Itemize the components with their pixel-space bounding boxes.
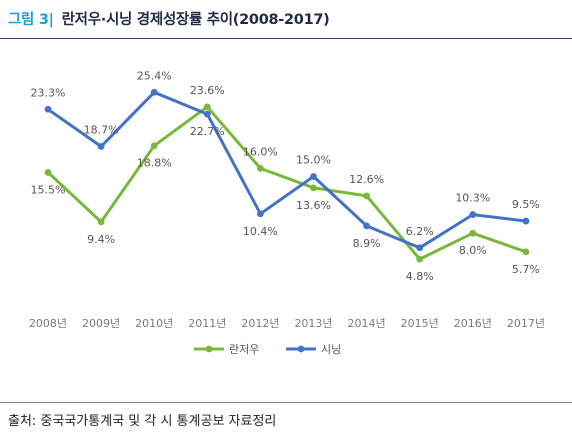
x-tick-label: 2012년 [241,317,279,330]
data-label-s2-9: 10.3% [455,192,490,205]
series-markers [44,88,530,263]
legend: 란저우 시닝 [194,343,341,356]
data-label-s2-4: 22.7% [190,125,225,138]
x-tick-label: 2008년 [29,317,67,330]
data-label-s1-8: 4.8% [406,270,434,283]
x-tick-label: 2017년 [507,317,545,330]
data-label-s2-3: 25.4% [137,69,172,82]
data-point-s1-3 [150,142,158,150]
data-point-s1-10 [522,248,530,256]
data-point-s2-7 [363,222,370,230]
data-label-s1-3: 18.8% [137,157,172,170]
legend-label: 시닝 [321,343,341,356]
data-point-s2-1 [44,105,52,113]
legend-label: 란저우 [229,343,259,356]
data-label-s2-1: 23.3% [31,86,66,99]
data-point-s1-8 [416,255,424,263]
data-point-s1-1 [44,169,52,176]
data-point-s1-7 [363,192,370,200]
data-point-s2-6 [310,173,317,180]
data-label-s1-2: 9.4% [87,233,115,246]
data-point-s1-2 [97,218,105,226]
data-labels: 15.5% 9.4% 18.8% 23.6% 16.0% 13.6% 12.6% 4.8% 8.… [31,69,540,283]
data-label-s2-7: 8.9% [353,237,381,250]
series-line-2 [46,90,528,250]
x-axis-ticks: 2008년 2009년 2010년 2011년 2012년 2013년 2014년 2015년… [29,317,545,330]
data-label-s1-5: 16.0% [243,145,278,158]
line-chart: 15.5% 9.4% 18.8% 23.6% 16.0% 13.6% 12.6% 4.8% 8.… [29,69,545,356]
data-point-s1-9 [469,229,477,237]
x-tick-label: 2009년 [82,317,120,330]
source-rule [0,402,572,403]
data-label-s1-1: 15.5% [31,183,66,196]
data-point-s2-9 [469,211,477,218]
data-label-s2-10: 9.5% [512,198,540,211]
data-label-s2-5: 10.4% [243,225,278,238]
legend-swatch-marker [297,345,305,353]
data-point-s2-4 [203,110,211,118]
x-tick-label: 2013년 [294,317,332,330]
series-line-1 [46,105,528,261]
data-label-s1-10: 5.7% [512,263,540,276]
x-tick-label: 2011년 [188,317,226,330]
data-label-s1-4: 23.6% [190,84,225,97]
data-point-s1-6 [310,184,317,192]
data-point-s1-4 [203,103,211,111]
data-point-s2-3 [150,88,158,96]
data-label-s2-6: 15.0% [296,154,331,167]
x-tick-label: 2016년 [454,317,492,330]
data-point-s2-5 [257,210,264,218]
data-label-s2-2: 18.7% [84,124,119,137]
figure-title-text: 란저우·시닝 경제성장률 추이(2008-2017) [61,12,330,28]
x-tick-label: 2015년 [401,317,439,330]
data-point-s1-5 [257,165,264,172]
figure-label: 그림 3| [8,12,54,28]
data-label-s1-6: 13.6% [296,199,331,212]
source-note: 출처: 중국국가통계국 및 각 시 통계공보 자료정리 [8,414,277,429]
figure-title: 그림 3| 란저우·시닝 경제성장률 추이(2008-2017) [8,8,330,29]
legend-swatch-marker [205,345,213,353]
data-point-s2-2 [97,143,105,150]
data-label-s1-9: 8.0% [459,244,487,257]
title-rule [0,38,572,39]
data-point-s2-10 [522,217,530,225]
series-lines [46,90,528,261]
data-label-s2-8: 6.2% [406,225,434,238]
data-label-s1-7: 12.6% [349,173,384,186]
data-point-s2-8 [416,244,424,252]
x-tick-label: 2014년 [348,317,386,330]
x-tick-label: 2010년 [135,317,173,330]
